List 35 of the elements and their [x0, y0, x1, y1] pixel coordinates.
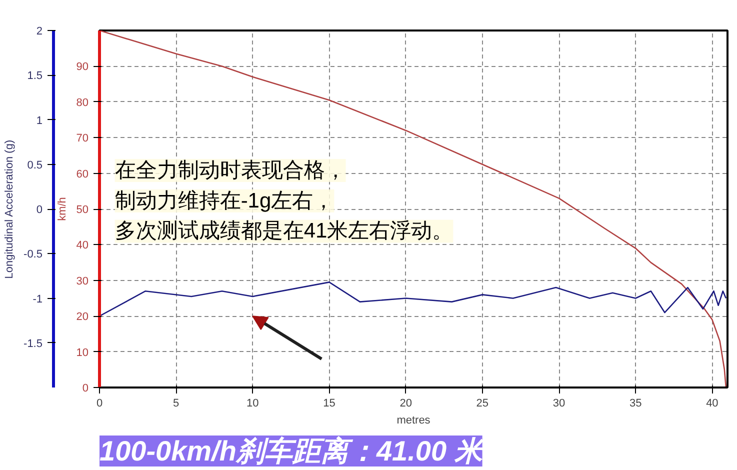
x-tick-label: 0 [96, 398, 103, 410]
y2-tick-label: -1 [32, 293, 42, 306]
line-series [100, 282, 727, 317]
annotation: 多次测试成绩都是在41米左右浮动。 [114, 220, 454, 243]
x-tick-label: 5 [173, 398, 180, 410]
x-tick-label: 30 [552, 398, 566, 410]
x-tick-label: 40 [706, 398, 718, 410]
y2-tick-label: 2 [36, 26, 43, 38]
x-tick-label: 25 [476, 398, 489, 410]
y2-tick-label: 0 [36, 204, 43, 216]
y-tick-label: 80 [76, 96, 89, 109]
annotation: 在全力制动时表现合格， [114, 159, 346, 182]
y2-tick-label: -0.5 [24, 248, 43, 261]
x-tick-label: 20 [400, 398, 412, 410]
x-tick-label: 15 [323, 398, 336, 410]
text: 100-0km/h刹车距离：41.00 米 [100, 436, 486, 466]
y-tick-label: 50 [76, 204, 89, 216]
y-tick-label: 60 [76, 168, 89, 180]
x-tick-label: 10 [246, 398, 259, 410]
y2-axis-title: Longitudinal Acceleration (g) [4, 140, 16, 279]
annotation: 制动力维持在-1g左右， [114, 189, 334, 212]
y-tick-label: 0 [82, 382, 89, 394]
y-tick-label: 90 [76, 61, 89, 74]
x-tick-label: 35 [629, 398, 642, 410]
y2-tick-label: -1.5 [24, 338, 43, 350]
y-tick-label: 40 [76, 240, 89, 252]
y-axis-title: km/h [56, 197, 68, 221]
x-axis-title: metres [396, 414, 431, 426]
y2-tick-label: 1.5 [27, 70, 43, 82]
y-tick-label: 70 [76, 132, 89, 145]
y2-tick-label: 1 [36, 114, 43, 127]
y-tick-label: 30 [76, 275, 89, 288]
y2-tick-label: 0.5 [27, 159, 43, 172]
y-tick-label: 20 [76, 311, 89, 324]
y-tick-label: 10 [76, 346, 89, 359]
